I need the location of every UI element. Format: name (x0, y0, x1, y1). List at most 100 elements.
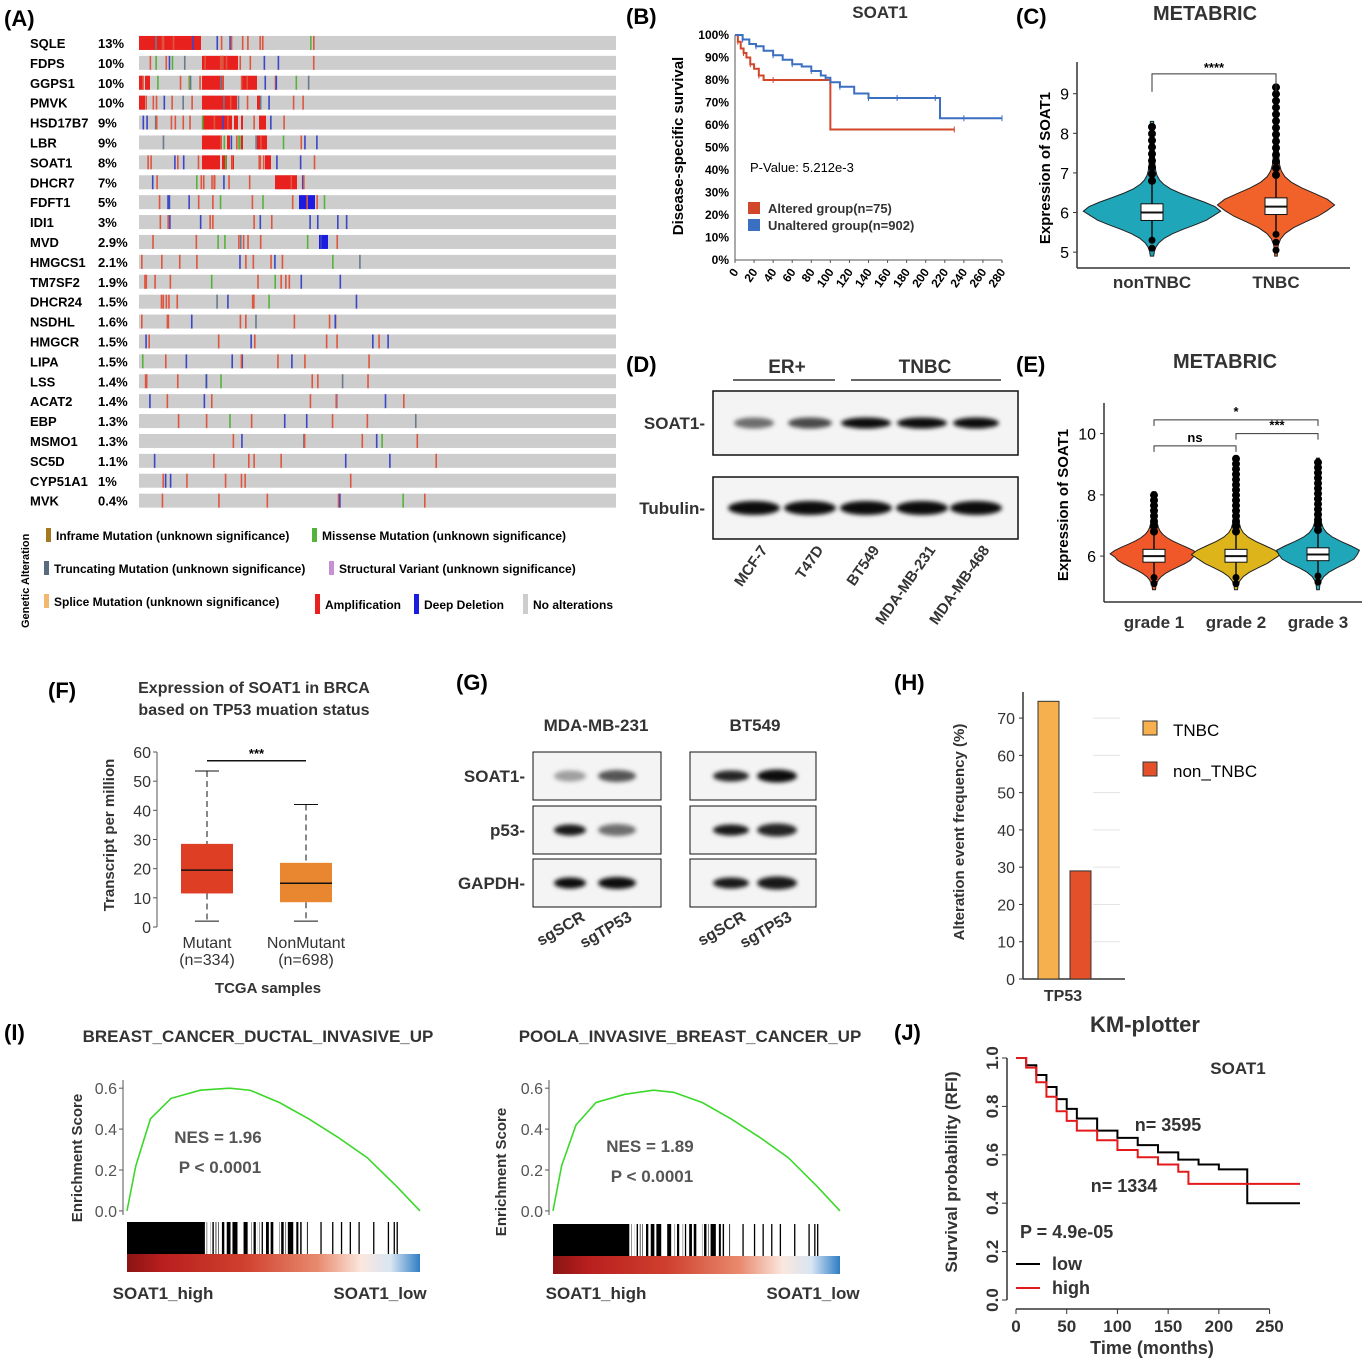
alteration-tick (253, 453, 255, 468)
hit-gap (286, 1222, 288, 1254)
blot-band (897, 417, 947, 429)
hit-gap (691, 1224, 694, 1256)
outlier-point (1148, 143, 1156, 152)
alteration-tick (185, 354, 188, 369)
cell-line-label: MDA-MB-231 (544, 716, 649, 735)
y-tick-label: 50 (997, 786, 1015, 803)
gsea-right: POOLA_INVASIVE_BREAST_CANCER_UP Enrichme… (493, 1027, 861, 1303)
survival-curve (735, 34, 1002, 120)
gene-label: HSD17B7 (30, 116, 89, 131)
blot-band (896, 501, 948, 515)
alteration-tick (241, 354, 244, 369)
alteration-tick (337, 215, 339, 230)
x-tick-label: 250 (1255, 1317, 1283, 1336)
hit-gap (241, 1222, 244, 1254)
gene-track (139, 35, 616, 50)
hit-gap (268, 1222, 271, 1254)
western-blot-g: MDA-MB-231 BT549SOAT1-p53-GAPDH-sgSCRsgTP… (458, 716, 817, 952)
alteration-tick (231, 155, 234, 170)
legend-non-tnbc-swatch (1142, 761, 1158, 777)
gene-frequency: 10% (98, 96, 124, 111)
x-tick-label: grade 2 (1206, 613, 1266, 632)
chart-j-subtitle: SOAT1 (1210, 1059, 1265, 1078)
blot-band (554, 824, 586, 836)
alteration-tick (167, 195, 169, 210)
alteration-tick (246, 75, 249, 90)
gene-frequency: 9% (98, 135, 117, 150)
x-tick-label: TP53 (1044, 988, 1082, 1005)
y-tick-label: 70 (997, 711, 1015, 728)
significance-bracket (1151, 73, 1277, 92)
chart-c-title: METABRIC (1153, 3, 1257, 25)
alteration-tick (220, 35, 223, 50)
alteration-tick (167, 215, 169, 230)
hit-gap (748, 1224, 750, 1256)
amplification-cell (257, 95, 260, 110)
alteration-tick (282, 135, 285, 150)
gsea-right-high-label: SOAT1_high (546, 1284, 647, 1303)
hit-gap (661, 1224, 664, 1256)
hit-gap (715, 1224, 718, 1256)
enrichment-curve (552, 1089, 841, 1212)
alteration-tick (182, 115, 185, 130)
hit-gap (204, 1222, 207, 1254)
bar (1037, 700, 1060, 980)
outlier-point (1272, 143, 1280, 152)
alteration-tick (155, 95, 158, 110)
outlier-point (1148, 129, 1156, 138)
hit-gap (638, 1224, 640, 1256)
hit-gap (644, 1224, 647, 1256)
gene-label: HMGCS1 (30, 255, 86, 270)
x-tick-label: 60 (780, 265, 799, 284)
amplification-cell (265, 155, 271, 170)
legend-non-tnbc-label: non_TNBC (1173, 762, 1257, 781)
legend-high-label: high (1052, 1278, 1090, 1298)
blot-band (784, 501, 836, 515)
hit-gap (741, 1224, 744, 1256)
alteration-tick (334, 314, 337, 329)
alteration-tick (162, 135, 165, 150)
gene-label: DHCR24 (30, 295, 83, 310)
alteration-tick (222, 55, 224, 70)
hit-gap (683, 1224, 685, 1256)
alteration-tick (141, 254, 143, 269)
hit-gap (279, 1222, 282, 1254)
km-chart-j: KM-plotter SOAT1 Survival probability (R… (942, 1012, 1300, 1358)
gene-label: FDPS (30, 56, 65, 71)
gene-track (139, 55, 616, 70)
panel-letter-h: (H) (894, 670, 925, 695)
alteration-tick (205, 414, 208, 429)
gsea-left-title: BREAST_CANCER_DUCTAL_INVASIVE_UP (83, 1027, 434, 1046)
alteration-tick (229, 95, 232, 110)
x-tick-label: 140 (852, 265, 875, 290)
alteration-tick (182, 155, 185, 170)
hit-gap (316, 1222, 319, 1254)
amplification-cell (241, 135, 243, 150)
alteration-tick (216, 35, 219, 50)
alteration-tick (153, 453, 156, 468)
blot-band (950, 501, 1002, 515)
hit-gap (255, 1222, 258, 1254)
gene-frequency: 1.5% (98, 354, 128, 369)
gene-label: CYP51A1 (30, 474, 88, 489)
outlier-point (1272, 238, 1280, 246)
alteration-tick (154, 274, 156, 289)
alteration-tick (151, 175, 154, 190)
x-tick-label: nonTNBC (1113, 273, 1191, 292)
y-tick-label: 0.0 (983, 1288, 1002, 1312)
blot-membrane (689, 751, 817, 801)
alteration-tick (311, 374, 314, 389)
alteration-tick (147, 155, 149, 170)
y-tick-label: 6 (1087, 549, 1096, 566)
outlier-point (1232, 454, 1240, 463)
panel-letter-b: (B) (626, 4, 657, 29)
outlier-point (1272, 137, 1280, 146)
chart-e-title: METABRIC (1173, 351, 1277, 373)
alteration-tick (154, 115, 157, 130)
outlier-point (1272, 96, 1280, 105)
gene-frequency: 3% (98, 215, 117, 230)
alteration-tick (306, 234, 309, 249)
gsea-left-pvalue: P < 0.0001 (179, 1158, 261, 1177)
alteration-tick (260, 135, 262, 150)
